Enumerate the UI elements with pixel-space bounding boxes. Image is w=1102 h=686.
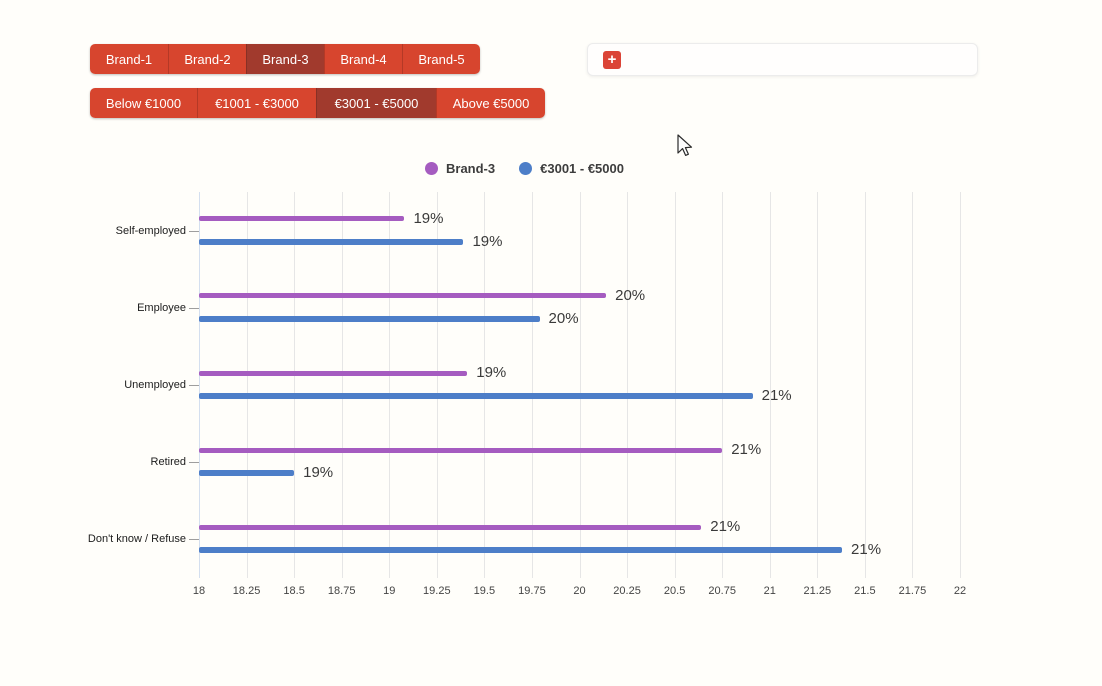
gridline bbox=[341, 192, 343, 578]
bar-series-2[interactable] bbox=[199, 547, 843, 554]
brand-tab-brand-3[interactable]: Brand-3 bbox=[246, 44, 324, 74]
x-axis-tick-label: 20.25 bbox=[613, 585, 641, 597]
bar-value-label: 21% bbox=[761, 387, 792, 404]
bar-series-1[interactable] bbox=[199, 216, 405, 222]
category-label: Unemployed bbox=[124, 379, 186, 391]
income-tab-above-5000[interactable]: Above €5000 bbox=[436, 88, 545, 118]
bar-value-label: 21% bbox=[851, 541, 882, 559]
bar-value-label: 19% bbox=[413, 209, 444, 227]
gridline bbox=[817, 192, 819, 578]
category-label: Don't know / Refuse bbox=[87, 533, 186, 546]
x-axis-tick-label: 19.5 bbox=[473, 585, 496, 597]
x-axis-tick-label: 21.75 bbox=[898, 585, 927, 597]
bar-series-2[interactable] bbox=[199, 238, 464, 245]
x-axis-tick-label: 21.25 bbox=[803, 585, 832, 597]
mouse-cursor-icon bbox=[676, 134, 694, 160]
income-tab-below-1000[interactable]: Below €1000 bbox=[90, 88, 197, 118]
x-axis-tick-label: 21.5 bbox=[854, 585, 876, 597]
x-axis-tick-label: 18.5 bbox=[283, 585, 305, 597]
x-axis-tick-label: 18 bbox=[192, 585, 206, 597]
brand-tab-brand-4[interactable]: Brand-4 bbox=[324, 44, 402, 74]
legend-item-brand-3: Brand-3 bbox=[425, 161, 495, 176]
gridline bbox=[674, 192, 676, 578]
brand-filter-group: Brand-1 Brand-2 Brand-3 Brand-4 Brand-5 bbox=[90, 44, 480, 74]
category-tick-mark bbox=[189, 462, 199, 464]
bar-value-label: 19% bbox=[303, 464, 334, 482]
x-axis-tick-label: 21 bbox=[763, 585, 776, 597]
comparison-toolbar: + bbox=[587, 43, 978, 76]
category-label: Employee bbox=[137, 301, 186, 314]
gridline bbox=[864, 192, 866, 578]
gridline bbox=[199, 192, 200, 578]
bar-value-label: 21% bbox=[731, 441, 762, 459]
x-axis-tick-label: 20.75 bbox=[708, 585, 736, 597]
bar-value-label: 20% bbox=[615, 286, 646, 304]
category-tick-mark bbox=[189, 230, 199, 232]
bar-value-label: 19% bbox=[476, 364, 507, 381]
legend-label: €3001 - €5000 bbox=[540, 161, 624, 176]
x-axis-tick-label: 19.75 bbox=[518, 585, 546, 597]
bar-value-label: 19% bbox=[472, 232, 503, 250]
bar-series-1[interactable] bbox=[199, 524, 702, 530]
gridline bbox=[389, 192, 391, 578]
bar-series-1[interactable] bbox=[199, 370, 468, 376]
income-filter-group: Below €1000 €1001 - €3000 €3001 - €5000 … bbox=[90, 88, 545, 118]
category-tick-mark bbox=[189, 539, 199, 541]
category-label: Self-employed bbox=[115, 224, 186, 237]
bar-value-label: 20% bbox=[548, 309, 579, 327]
bar-value-label: 21% bbox=[710, 518, 741, 536]
add-button[interactable]: + bbox=[603, 51, 621, 69]
gridline bbox=[294, 192, 296, 578]
bar-series-2[interactable] bbox=[199, 470, 295, 477]
chart-legend: Brand-3 €3001 - €5000 bbox=[425, 161, 624, 176]
legend-dot-blue-icon bbox=[519, 162, 533, 175]
gridline bbox=[769, 192, 771, 578]
x-axis-tick-label: 20.5 bbox=[663, 585, 686, 597]
bar-chart-plot-area: 18 18.25 18.5 18.75 19 19.25 19.5 19.75 20 20.25 2… bbox=[189, 192, 966, 597]
category-label: Retired bbox=[150, 456, 186, 469]
gridline bbox=[246, 192, 248, 578]
plus-icon: + bbox=[607, 51, 617, 68]
x-axis-tick-label: 20 bbox=[573, 585, 586, 597]
gridline bbox=[960, 192, 961, 578]
brand-tab-brand-2[interactable]: Brand-2 bbox=[168, 44, 246, 74]
gridline bbox=[579, 192, 581, 578]
category-axis-labels: Self-employed Employee Unemployed Retired Do… bbox=[0, 192, 186, 578]
gridline bbox=[722, 192, 724, 578]
brand-tab-brand-1[interactable]: Brand-1 bbox=[90, 44, 168, 74]
gridline bbox=[436, 192, 438, 578]
x-axis-tick-label: 18.75 bbox=[327, 585, 356, 597]
bar-series-1[interactable] bbox=[199, 447, 723, 453]
x-axis-tick-label: 19.25 bbox=[423, 585, 451, 597]
legend-dot-purple-icon bbox=[425, 162, 438, 175]
bar-series-2[interactable] bbox=[199, 315, 540, 322]
gridline bbox=[627, 192, 629, 578]
category-tick-mark bbox=[189, 385, 199, 386]
x-axis-tick-label: 19 bbox=[383, 585, 396, 597]
legend-item-income: €3001 - €5000 bbox=[519, 161, 624, 176]
x-axis-tick-label: 22 bbox=[953, 585, 967, 597]
bar-series-2[interactable] bbox=[199, 393, 753, 399]
category-tick-mark bbox=[189, 307, 199, 309]
income-tab-3001-5000[interactable]: €3001 - €5000 bbox=[316, 88, 436, 118]
bar-series-1[interactable] bbox=[199, 293, 607, 299]
income-tab-1001-3000[interactable]: €1001 - €3000 bbox=[197, 88, 316, 118]
gridline bbox=[531, 192, 533, 578]
brand-tab-brand-5[interactable]: Brand-5 bbox=[402, 44, 480, 74]
legend-label: Brand-3 bbox=[446, 161, 496, 176]
gridline bbox=[484, 192, 486, 578]
gridline bbox=[912, 192, 914, 578]
x-axis-tick-label: 18.25 bbox=[232, 585, 261, 597]
